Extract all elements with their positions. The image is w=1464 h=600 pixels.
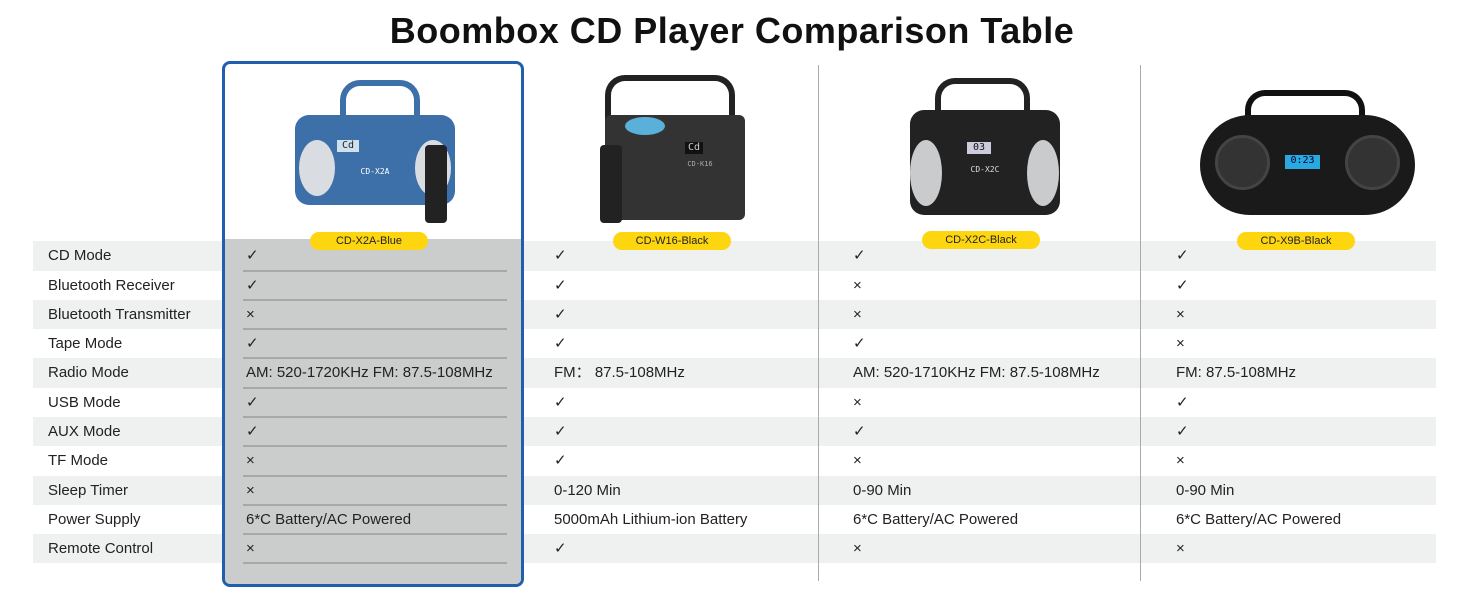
table-cell: × (246, 540, 255, 557)
lcd-display: 0:23 (1285, 155, 1320, 169)
table-cell: ✓ (554, 540, 567, 557)
table-cell: ✓ (554, 394, 567, 411)
row-separator (243, 445, 507, 447)
row-label: Radio Mode (48, 364, 129, 381)
remote-control-image (600, 145, 622, 223)
lcd-display: Cd (337, 140, 359, 152)
row-separator (243, 387, 507, 389)
table-cell: × (853, 540, 862, 557)
table-cell: 6*C Battery/AC Powered (1176, 511, 1342, 528)
table-cell: ✓ (554, 277, 567, 294)
page-title: Boombox CD Player Comparison Table (389, 10, 1075, 51)
table-cell: × (853, 306, 862, 323)
table-cell: × (853, 394, 862, 411)
table-cell: 5000mAh Lithium-ion Battery (554, 511, 748, 528)
table-cell: ✓ (246, 247, 259, 264)
table-cell: × (853, 452, 862, 469)
table-cell: 0-120 Min (554, 482, 621, 499)
table-cell: × (853, 277, 862, 294)
table-cell: FM： 87.5-108MHz (554, 364, 685, 381)
row-label: AUX Mode (48, 423, 121, 440)
table-cell: × (246, 482, 255, 499)
row-separator (243, 270, 507, 272)
column-divider (818, 65, 819, 581)
table-cell: ✓ (853, 335, 866, 352)
table-cell: ✓ (1176, 394, 1189, 411)
table-cell: FM: 87.5-108MHz (1176, 364, 1297, 381)
column-divider (1140, 65, 1141, 581)
model-label: CD-X2C (970, 165, 1000, 174)
selected-product-column (222, 61, 524, 587)
product-image-cd-x2a: Cd CD-X2A (295, 70, 470, 230)
table-cell: ✓ (853, 247, 866, 264)
table-cell: ✓ (1176, 423, 1189, 440)
product-badge: CD-X9B-Black (1237, 232, 1355, 250)
row-label: Sleep Timer (48, 482, 129, 499)
row-label: Remote Control (48, 540, 154, 557)
row-label: Power Supply (48, 511, 141, 528)
table-cell: ✓ (246, 277, 259, 294)
row-separator (243, 562, 507, 564)
product-badge: CD-W16-Black (613, 232, 731, 250)
row-separator (243, 416, 507, 418)
product-badge: CD-X2A-Blue (310, 232, 428, 250)
table-cell: 6*C Battery/AC Powered (246, 511, 412, 528)
table-cell: ✓ (554, 452, 567, 469)
table-cell: ✓ (554, 335, 567, 352)
table-cell: ✓ (554, 423, 567, 440)
model-label: CD-K16 (687, 160, 713, 168)
row-label: TF Mode (48, 452, 109, 469)
row-label: USB Mode (48, 394, 121, 411)
table-cell: 6*C Battery/AC Powered (853, 511, 1019, 528)
table-cell: ✓ (246, 423, 259, 440)
table-cell: × (1176, 306, 1185, 323)
table-cell: ✓ (853, 423, 866, 440)
product-image-cd-x2c: 03 CD-X2C (905, 70, 1065, 230)
product-image-cd-w16: Cd CD-K16 (600, 70, 750, 230)
table-cell: × (246, 306, 255, 323)
row-label: Bluetooth Transmitter (48, 306, 191, 323)
table-cell: AM: 520-1710KHz FM: 87.5-108MHz (853, 364, 1100, 381)
remote-control-image (425, 145, 447, 223)
row-separator (243, 357, 507, 359)
row-label: Tape Mode (48, 335, 123, 352)
table-cell: ✓ (246, 335, 259, 352)
row-separator (243, 328, 507, 330)
table-cell: AM: 520-1720KHz FM: 87.5-108MHz (246, 364, 493, 381)
row-separator (243, 504, 507, 506)
table-cell: ✓ (554, 247, 567, 264)
model-label: CD-X2A (360, 167, 390, 176)
lcd-display: Cd (685, 142, 703, 154)
selected-column-background (225, 239, 521, 584)
table-cell: 0-90 Min (1176, 482, 1235, 499)
product-badge: CD-X2C-Black (922, 231, 1040, 249)
row-label: Bluetooth Receiver (48, 277, 175, 294)
row-separator (243, 299, 507, 301)
row-label: CD Mode (48, 247, 112, 264)
table-cell: × (1176, 335, 1185, 352)
table-cell: × (1176, 540, 1185, 557)
row-separator (243, 475, 507, 477)
product-image-cd-x9b: 0:23 (1200, 70, 1440, 230)
table-cell: ✓ (246, 394, 259, 411)
table-cell: ✓ (554, 306, 567, 323)
table-cell: ✓ (1176, 247, 1189, 264)
table-cell: ✓ (1176, 277, 1189, 294)
row-separator (243, 533, 507, 535)
table-cell: × (1176, 452, 1185, 469)
table-cell: × (246, 452, 255, 469)
table-cell: 0-90 Min (853, 482, 912, 499)
lcd-display: 03 (967, 142, 991, 154)
